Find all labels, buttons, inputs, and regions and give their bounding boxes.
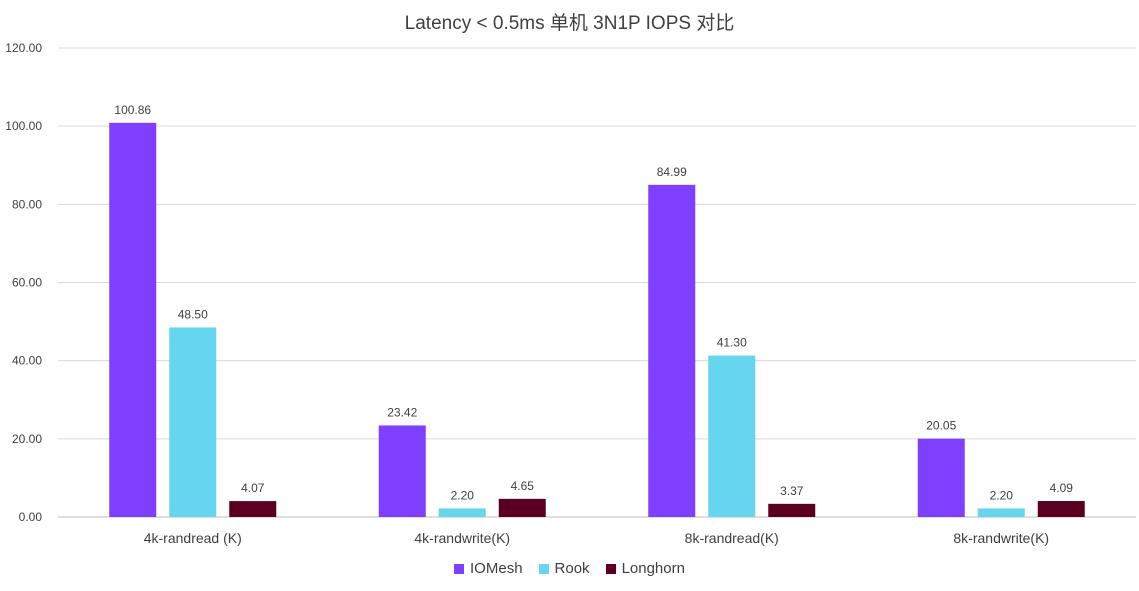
- bar-longhorn-1: [229, 501, 277, 517]
- bar-rook-2: [438, 508, 486, 517]
- bar-iomesh-4: [917, 438, 965, 517]
- y-tick-label: 120.00: [5, 41, 42, 55]
- bar-longhorn-3: [768, 503, 816, 517]
- chart-title: Latency < 0.5ms 单机 3N1P IOPS 对比: [404, 13, 735, 34]
- data-label: 2.20: [451, 488, 475, 502]
- bar-longhorn-2: [498, 498, 546, 517]
- legend-label: Longhorn: [621, 560, 685, 577]
- legend-item-iomesh: IOMesh: [454, 560, 523, 577]
- data-label: 4.07: [241, 481, 265, 495]
- x-tick-label: 8k-randread(K): [685, 530, 779, 546]
- data-label: 20.05: [926, 419, 956, 433]
- data-label: 2.20: [990, 488, 1014, 502]
- x-tick-label: 8k-randwrite(K): [953, 530, 1049, 546]
- data-label: 84.99: [657, 165, 687, 179]
- x-tick-label: 4k-randwrite(K): [414, 530, 510, 546]
- legend-label: IOMesh: [470, 560, 523, 577]
- y-tick-label: 60.00: [12, 276, 42, 290]
- data-label: 48.50: [178, 307, 208, 321]
- y-tick-label: 0.00: [19, 510, 43, 524]
- data-label: 23.42: [387, 405, 417, 419]
- x-tick-label: 4k-randread (K): [144, 530, 242, 546]
- bar-iomesh-3: [648, 184, 696, 517]
- data-label: 41.30: [717, 336, 747, 350]
- y-tick-label: 40.00: [12, 354, 42, 368]
- data-label: 100.86: [114, 103, 151, 117]
- legend-swatch: [454, 563, 465, 574]
- y-tick-label: 100.00: [5, 119, 42, 133]
- data-label: 3.37: [780, 484, 804, 498]
- legend-item-longhorn: Longhorn: [605, 560, 685, 577]
- legend-swatch: [538, 563, 549, 574]
- legend-swatch: [605, 563, 616, 574]
- legend-label: Rook: [554, 560, 590, 577]
- bar-rook-3: [708, 355, 756, 517]
- bar-iomesh-2: [378, 425, 426, 517]
- bar-rook-4: [977, 508, 1025, 517]
- bar-longhorn-4: [1037, 501, 1085, 517]
- legend-item-rook: Rook: [538, 560, 590, 577]
- chart-legend: IOMesh Rook Longhorn: [0, 560, 1139, 577]
- y-tick-label: 80.00: [12, 197, 42, 211]
- y-tick-label: 20.00: [12, 432, 42, 446]
- data-label: 4.09: [1050, 481, 1074, 495]
- bar-rook-1: [169, 327, 217, 517]
- bar-iomesh-1: [109, 122, 157, 518]
- data-label: 4.65: [511, 479, 535, 493]
